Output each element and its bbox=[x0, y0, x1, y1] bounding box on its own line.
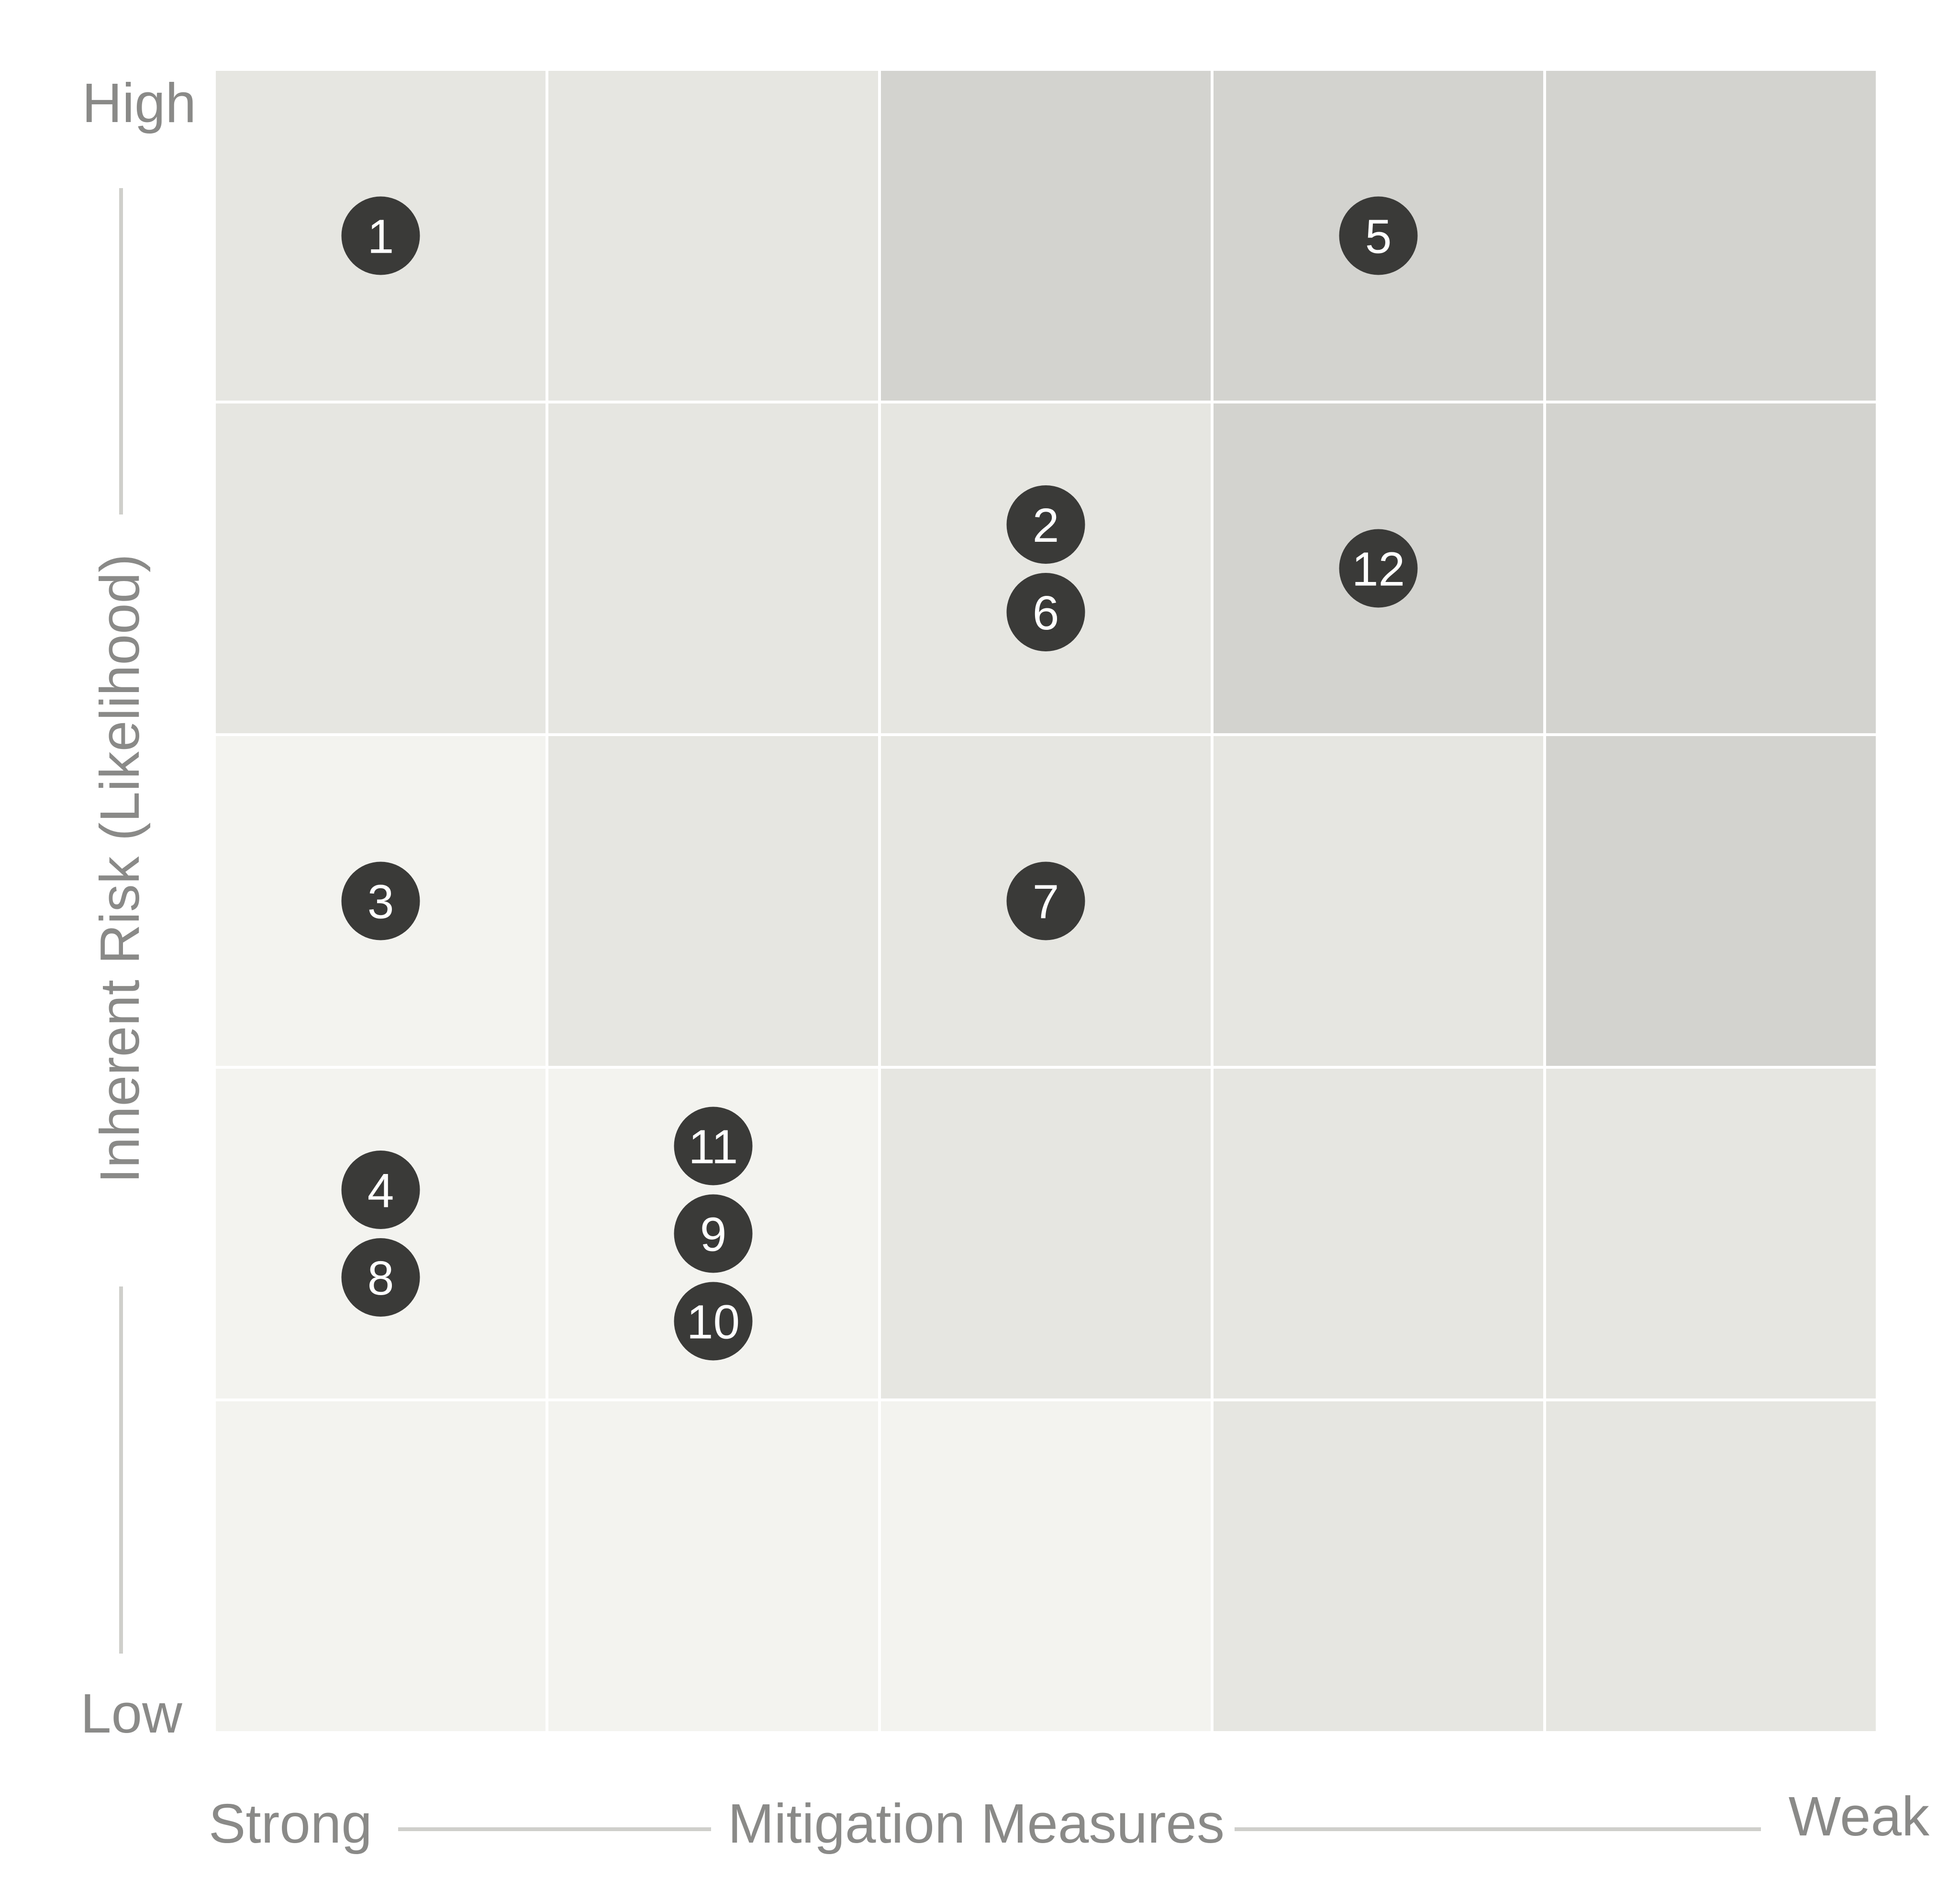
y-axis-title: Inherent Risk (Likelihood) bbox=[89, 554, 151, 1183]
risk-marker-label: 2 bbox=[1033, 499, 1059, 552]
matrix-cell-r4-c1 bbox=[216, 1069, 546, 1398]
x-axis-weak-label: Weak bbox=[1789, 1785, 1930, 1847]
risk-marker-9: 9 bbox=[674, 1194, 753, 1273]
risk-marker-circle bbox=[341, 196, 420, 275]
matrix-cell-r4-c3 bbox=[881, 1069, 1211, 1398]
x-axis-strong-label: Strong bbox=[209, 1792, 372, 1855]
y-axis-low-label: Low bbox=[80, 1682, 183, 1745]
risk-marker-circle bbox=[674, 1282, 753, 1361]
risk-marker-circle bbox=[1006, 485, 1085, 564]
risk-marker-label: 4 bbox=[368, 1164, 394, 1218]
risk-marker-label: 3 bbox=[368, 875, 394, 929]
matrix-cell-r5-c3 bbox=[881, 1401, 1211, 1731]
risk-marker-label: 10 bbox=[687, 1296, 740, 1349]
matrix-cell-r3-c4 bbox=[1214, 736, 1543, 1066]
matrix-cell-r1-c3 bbox=[881, 71, 1211, 401]
risk-marker-circle bbox=[674, 1107, 753, 1185]
matrix-cell-r5-c4 bbox=[1214, 1401, 1543, 1731]
risk-marker-label: 12 bbox=[1352, 543, 1405, 596]
risk-marker-circle bbox=[1006, 573, 1085, 651]
matrix-cell-r2-c5 bbox=[1546, 403, 1876, 733]
risk-marker-4: 4 bbox=[341, 1151, 420, 1229]
risk-marker-5: 5 bbox=[1339, 196, 1418, 275]
matrix-cell-r1-c5 bbox=[1546, 71, 1876, 401]
risk-markers: 1 5 2 6 12 3 7 4 8 11 9 10 bbox=[341, 196, 1418, 1361]
matrix-cell-r2-c1 bbox=[216, 403, 546, 733]
matrix-cell-r3-c5 bbox=[1546, 736, 1876, 1066]
risk-marker-circle bbox=[341, 1238, 420, 1317]
matrix-cell-r4-c4 bbox=[1214, 1069, 1543, 1398]
risk-marker-label: 8 bbox=[368, 1252, 394, 1305]
risk-marker-circle bbox=[341, 861, 420, 940]
risk-marker-circle bbox=[674, 1194, 753, 1273]
matrix-cell-r2-c2 bbox=[548, 403, 878, 733]
risk-marker-label: 11 bbox=[689, 1120, 738, 1174]
risk-marker-label: 7 bbox=[1033, 875, 1059, 929]
risk-marker-circle bbox=[1339, 196, 1418, 275]
risk-marker-2: 2 bbox=[1006, 485, 1085, 564]
risk-marker-label: 5 bbox=[1365, 210, 1392, 264]
matrix-cell-r4-c5 bbox=[1546, 1069, 1876, 1398]
risk-marker-label: 9 bbox=[700, 1208, 727, 1262]
risk-marker-6: 6 bbox=[1006, 573, 1085, 651]
y-axis-high-label: High bbox=[82, 72, 196, 134]
risk-marker-circle bbox=[1006, 861, 1085, 940]
risk-marker-circle bbox=[341, 1151, 420, 1229]
risk-marker-12: 12 bbox=[1339, 529, 1418, 608]
risk-marker-3: 3 bbox=[341, 861, 420, 940]
risk-marker-label: 6 bbox=[1033, 586, 1059, 640]
matrix-cell-r5-c1 bbox=[216, 1401, 546, 1731]
matrix-cell-r2-c3 bbox=[881, 403, 1211, 733]
risk-marker-1: 1 bbox=[341, 196, 420, 275]
risk-marker-8: 8 bbox=[341, 1238, 420, 1317]
risk-marker-label: 1 bbox=[368, 210, 394, 264]
matrix-cell-r3-c2 bbox=[548, 736, 878, 1066]
x-axis-title: Mitigation Measures bbox=[728, 1792, 1225, 1855]
matrix-cell-r5-c2 bbox=[548, 1401, 878, 1731]
risk-marker-circle bbox=[1339, 529, 1418, 608]
matrix-cell-r5-c5 bbox=[1546, 1401, 1876, 1731]
matrix-cell-r1-c2 bbox=[548, 71, 878, 401]
risk-marker-10: 10 bbox=[674, 1282, 753, 1361]
risk-marker-11: 11 bbox=[674, 1107, 753, 1185]
matrix-cells bbox=[216, 71, 1876, 1731]
risk-marker-7: 7 bbox=[1006, 861, 1085, 940]
